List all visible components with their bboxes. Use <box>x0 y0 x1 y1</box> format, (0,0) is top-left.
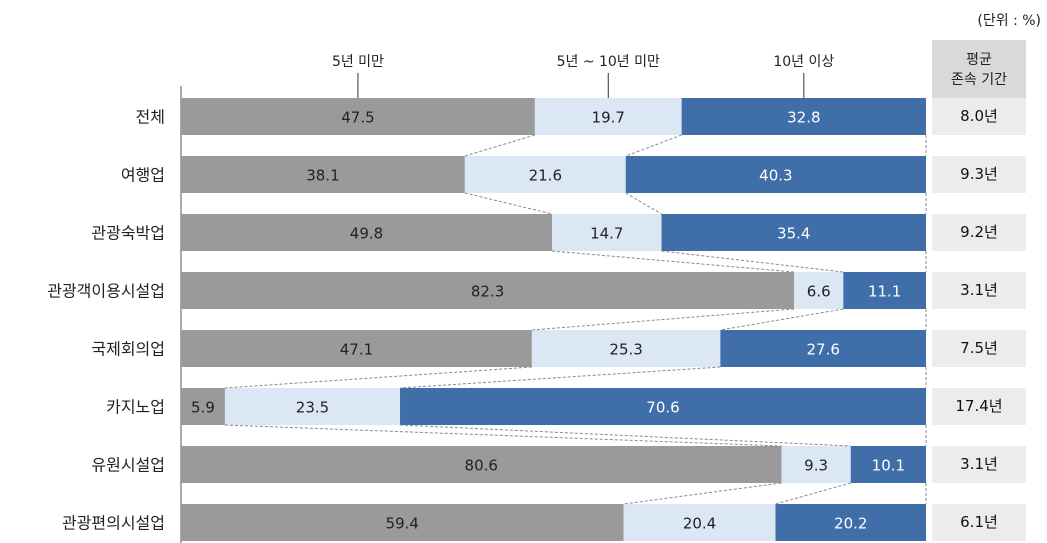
bar-segment <box>181 272 795 309</box>
average-duration-cell: 7.5년 <box>932 330 1026 367</box>
data-label: 14.7 <box>590 225 623 243</box>
data-label: 21.6 <box>529 167 562 185</box>
legend-label: 5년 미만 <box>332 54 384 70</box>
data-label: 27.6 <box>806 341 839 359</box>
bar-segment <box>531 330 721 367</box>
bar-segment <box>552 214 662 251</box>
data-label: 35.4 <box>777 225 810 243</box>
connector-line <box>625 134 682 157</box>
data-label: 47.1 <box>340 341 373 359</box>
average-duration-cell: 6.1년 <box>932 504 1026 541</box>
bar-segment <box>661 214 926 251</box>
legend-label: 5년 ~ 10년 미만 <box>557 54 660 70</box>
average-duration-header: 평균 존속 기간 <box>932 40 1026 100</box>
data-label: 23.5 <box>296 399 329 417</box>
data-label: 20.4 <box>683 515 716 533</box>
bar-segment <box>781 446 851 483</box>
connector-line <box>625 192 662 215</box>
bar-segment <box>181 446 782 483</box>
legend-label: 10년 이상 <box>773 54 834 70</box>
connector-line <box>661 250 844 273</box>
unit-note: (단위 : %) <box>977 13 1041 29</box>
average-duration-header-line1: 평균 <box>966 52 992 68</box>
bar-segment <box>843 272 926 309</box>
bar-segment <box>181 156 465 193</box>
category-label: 관광편의시설업 <box>62 514 165 533</box>
connector-line <box>551 250 795 273</box>
average-duration-cell: 17.4년 <box>932 388 1026 425</box>
average-duration-header-line2: 존속 기간 <box>951 72 1007 88</box>
category-label: 유원시설업 <box>91 456 165 475</box>
data-label: 19.7 <box>592 109 625 127</box>
data-label: 6.6 <box>807 283 831 301</box>
bar-segment <box>623 504 776 541</box>
average-duration-cell: 8.0년 <box>932 98 1026 135</box>
bar-segment <box>181 504 624 541</box>
bar-segment <box>400 388 926 425</box>
bar-segment <box>181 388 225 425</box>
connector-line <box>720 308 844 331</box>
data-label: 47.5 <box>341 109 374 127</box>
data-label: 40.3 <box>759 167 792 185</box>
data-label: 38.1 <box>306 167 339 185</box>
data-label: 32.8 <box>787 109 820 127</box>
data-label: 20.2 <box>834 515 867 533</box>
connector-line <box>399 366 721 389</box>
bar-segment <box>534 98 682 135</box>
bar-segment <box>224 388 401 425</box>
data-label: 59.4 <box>386 515 419 533</box>
connector-line <box>464 134 536 157</box>
data-label: 49.8 <box>350 225 383 243</box>
connector-line <box>623 482 782 505</box>
bar-segment <box>464 156 626 193</box>
bar-segment <box>681 98 926 135</box>
category-label: 여행업 <box>121 166 165 185</box>
data-label: 70.6 <box>646 399 679 417</box>
data-label: 5.9 <box>191 399 215 417</box>
bar-segment <box>720 330 926 367</box>
data-label: 10.1 <box>872 457 905 475</box>
average-duration-cell: 3.1년 <box>932 272 1026 309</box>
bar-segment <box>794 272 844 309</box>
category-label: 국제회의업 <box>91 340 165 359</box>
connector-line <box>464 192 553 215</box>
bar-segment <box>625 156 926 193</box>
connector-line <box>775 482 851 505</box>
connector-line <box>531 308 795 331</box>
data-label: 25.3 <box>609 341 642 359</box>
category-label: 카지노업 <box>106 398 165 417</box>
data-label: 11.1 <box>868 283 901 301</box>
bar-segment <box>181 214 553 251</box>
connector-line <box>224 424 782 447</box>
bar-segment <box>181 98 535 135</box>
category-label: 관광숙박업 <box>91 224 165 243</box>
connector-line <box>400 424 851 447</box>
category-label: 전체 <box>136 108 165 127</box>
average-duration-cell: 9.3년 <box>932 156 1026 193</box>
bar-segment <box>775 504 926 541</box>
data-label: 9.3 <box>804 457 828 475</box>
bar-segment <box>181 330 532 367</box>
data-label: 82.3 <box>471 283 504 301</box>
average-duration-cell: 3.1년 <box>932 446 1026 483</box>
average-duration-cell: 9.2년 <box>932 214 1026 251</box>
data-label: 80.6 <box>465 457 498 475</box>
connector-line <box>224 366 532 389</box>
bar-segment <box>850 446 926 483</box>
category-label: 관광객이용시설업 <box>47 282 165 301</box>
